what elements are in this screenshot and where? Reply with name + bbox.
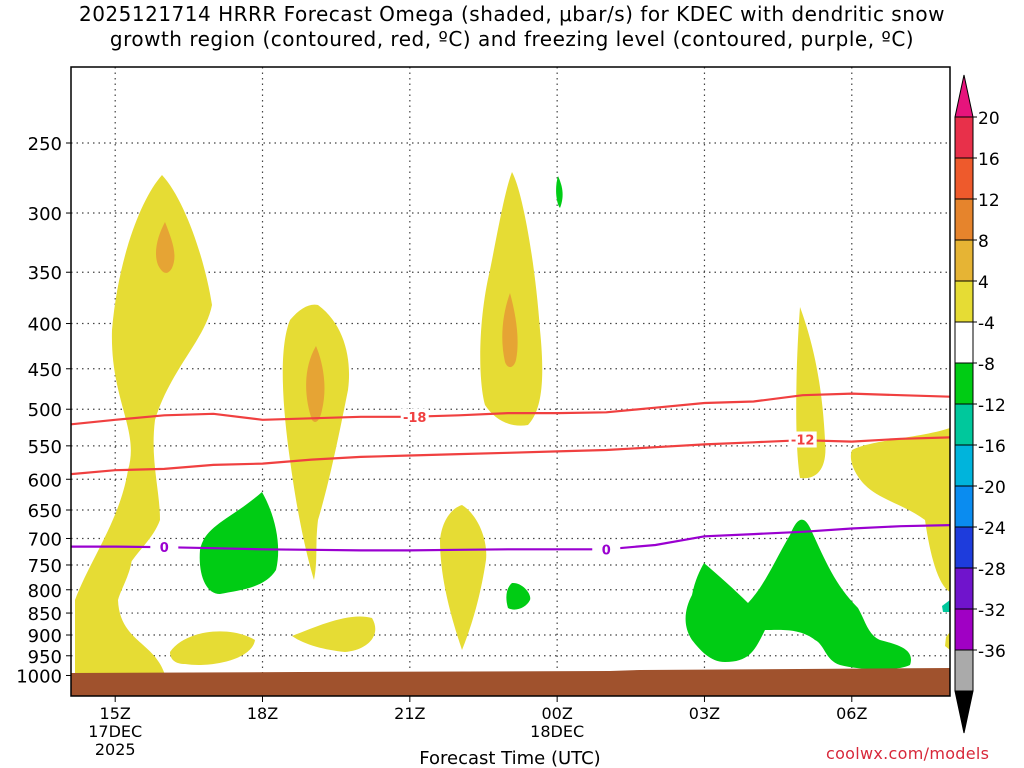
colorbar-label: -28 — [978, 560, 1006, 580]
colorbar-label: -32 — [978, 601, 1006, 621]
colorbar-swatch — [954, 567, 974, 610]
omega-region — [282, 304, 350, 580]
x-tick-label: 15Z — [100, 704, 131, 723]
x-tick-label: 00Z — [541, 704, 572, 723]
y-tick-label: 500 — [28, 400, 62, 421]
chart-title-line2: growth region (contoured, red, ºC) and f… — [109, 27, 915, 51]
y-tick-label: 900 — [28, 626, 62, 647]
colorbar-label: 20 — [978, 109, 1000, 129]
colorbar-swatch — [954, 608, 974, 651]
x-date-label: 18DEC — [530, 722, 584, 741]
omega-region — [556, 176, 563, 208]
omega-region — [170, 631, 255, 665]
y-tick-label: 450 — [28, 360, 62, 381]
colorbar-swatch — [954, 116, 974, 159]
y-tick-label: 750 — [28, 556, 62, 577]
freezing-level-label-2-bg — [592, 541, 621, 558]
y-tick-label: 800 — [28, 581, 62, 602]
freezing-level-label-1: 0 — [160, 541, 169, 556]
chart-title-line1: 2025121714 HRRR Forecast Omega (shaded, … — [78, 2, 945, 26]
colorbar-swatch — [954, 157, 974, 200]
colorbar-top-arrow — [954, 74, 974, 118]
y-tick-label: 1000 — [16, 666, 62, 687]
freezing-level-contour — [71, 524, 950, 552]
colorbar-swatch — [954, 321, 974, 364]
omega-region — [306, 346, 325, 422]
colorbar-label: -4 — [978, 314, 995, 334]
colorbar-swatch — [954, 526, 974, 569]
y-tick-label: 600 — [28, 470, 62, 491]
dgz-upper-label-bg — [400, 408, 429, 425]
colorbar-swatch — [954, 362, 974, 405]
colorbar-swatch — [954, 485, 974, 528]
y-tick-label: 550 — [28, 437, 62, 458]
y-tick-label: 850 — [28, 604, 62, 625]
x-date-label: 17DEC — [88, 722, 142, 741]
chart-title: 2025121714 HRRR Forecast Omega (shaded, … — [0, 2, 1024, 52]
colorbar-label: -16 — [978, 437, 1006, 457]
dgz-upper-label: -18 — [403, 411, 427, 426]
freezing-level-label-2: 0 — [602, 543, 611, 558]
colorbar-label: 12 — [978, 191, 1000, 211]
x-tick-label: 03Z — [689, 704, 720, 723]
y-tick-label: 650 — [28, 501, 62, 522]
x-tick-label: 06Z — [836, 704, 867, 723]
omega-region — [850, 428, 950, 592]
colorbar-swatch — [954, 239, 974, 282]
colorbar-swatch — [954, 280, 974, 323]
colorbar: 20 16 12 8 4 -4 -8 -12 -16 -20 -24 -28 -32 -36 — [954, 74, 1006, 734]
colorbar-label: 16 — [978, 150, 1000, 170]
colorbar-swatch — [954, 444, 974, 487]
ground-terrain — [71, 668, 950, 696]
x-tick-label: 21Z — [394, 704, 425, 723]
omega-region — [292, 616, 376, 652]
omega-region — [506, 582, 531, 610]
omega-region — [75, 175, 212, 696]
omega-region — [945, 632, 950, 650]
omega-region — [942, 600, 950, 612]
omega-region — [155, 222, 175, 273]
dgz-lower-label: -12 — [791, 434, 815, 449]
colorbar-swatch — [954, 198, 974, 241]
pressure-axis: 2503003504004505005506006507007508008509… — [16, 134, 71, 687]
x-axis-label: Forecast Time (UTC) — [419, 748, 600, 768]
colorbar-label: -24 — [978, 519, 1006, 539]
y-tick-label: 950 — [28, 647, 62, 668]
omega-region — [685, 519, 911, 670]
omega-region — [440, 505, 487, 650]
colorbar-label: -36 — [978, 642, 1006, 662]
dgz-lower-label-bg — [788, 431, 817, 448]
omega-region — [199, 492, 279, 594]
y-tick-label: 400 — [28, 315, 62, 336]
colorbar-swatch — [954, 403, 974, 446]
plot-frame — [70, 66, 951, 697]
omega-region — [502, 293, 518, 368]
colorbar-label: -12 — [978, 396, 1006, 416]
dgz-upper-contour — [71, 392, 950, 426]
colorbar-label: -8 — [978, 355, 995, 375]
colorbar-label: 4 — [978, 273, 989, 293]
y-tick-label: 250 — [28, 134, 62, 155]
x-tick-label: 18Z — [247, 704, 278, 723]
y-tick-label: 350 — [28, 263, 62, 284]
colorbar-swatch — [954, 649, 974, 692]
colorbar-bottom-arrow — [954, 690, 974, 734]
omega-region — [95, 540, 133, 696]
colorbar-label: -20 — [978, 478, 1006, 498]
freezing-level-label-1-bg — [150, 539, 179, 556]
omega-shading — [71, 172, 950, 696]
y-tick-label: 700 — [28, 529, 62, 550]
x-year-label: 2025 — [95, 740, 136, 759]
credit-text: coolwx.com/models — [826, 744, 990, 763]
colorbar-label: 8 — [978, 232, 989, 252]
y-tick-label: 300 — [28, 204, 62, 225]
